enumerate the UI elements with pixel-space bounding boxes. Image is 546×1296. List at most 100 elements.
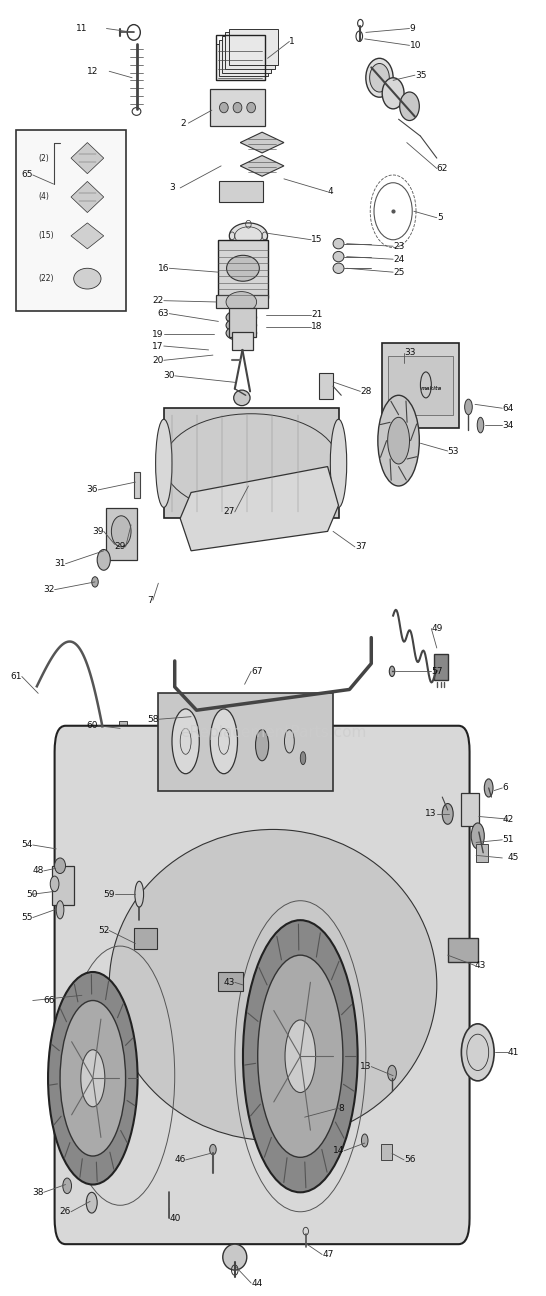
Text: 43: 43: [223, 978, 235, 986]
Ellipse shape: [233, 102, 242, 113]
Text: 13: 13: [360, 1063, 371, 1070]
Text: 40: 40: [169, 1214, 181, 1222]
Bar: [119, 721, 127, 731]
Bar: [219, 40, 268, 76]
Text: 13: 13: [425, 810, 437, 818]
Text: 14: 14: [333, 1147, 344, 1155]
Ellipse shape: [172, 709, 199, 774]
Ellipse shape: [378, 395, 419, 486]
Ellipse shape: [361, 1134, 368, 1147]
Bar: [216, 44, 265, 80]
Bar: [382, 343, 459, 428]
Text: 65: 65: [21, 171, 33, 179]
Ellipse shape: [48, 972, 138, 1185]
Ellipse shape: [234, 390, 250, 406]
Polygon shape: [71, 223, 104, 249]
Polygon shape: [240, 156, 284, 176]
Bar: [52, 866, 74, 905]
Text: 33: 33: [404, 349, 416, 356]
Ellipse shape: [55, 858, 66, 874]
Ellipse shape: [243, 920, 358, 1192]
Bar: [461, 793, 479, 826]
Ellipse shape: [56, 901, 64, 919]
Ellipse shape: [223, 1244, 247, 1270]
Ellipse shape: [389, 666, 395, 677]
Text: 55: 55: [21, 914, 33, 921]
Bar: [476, 844, 488, 862]
Ellipse shape: [60, 1001, 126, 1156]
Ellipse shape: [330, 420, 347, 508]
Polygon shape: [71, 181, 104, 213]
Text: 28: 28: [360, 388, 372, 395]
Bar: [448, 938, 478, 962]
Bar: [319, 373, 333, 399]
Text: 57: 57: [431, 667, 443, 675]
Text: 3: 3: [169, 184, 175, 192]
Bar: [229, 29, 278, 65]
Ellipse shape: [226, 325, 257, 341]
Ellipse shape: [400, 92, 419, 121]
Bar: [218, 240, 268, 298]
Text: 2: 2: [180, 119, 186, 127]
Text: 35: 35: [415, 71, 426, 79]
Text: 31: 31: [54, 560, 66, 568]
Text: 49: 49: [431, 625, 443, 632]
Ellipse shape: [210, 1144, 216, 1155]
Bar: [219, 181, 263, 202]
Ellipse shape: [333, 251, 344, 262]
Text: 27: 27: [223, 508, 235, 516]
Text: 21: 21: [311, 311, 323, 319]
Ellipse shape: [370, 64, 389, 92]
Text: 8: 8: [339, 1104, 345, 1112]
Ellipse shape: [300, 752, 306, 765]
Ellipse shape: [226, 318, 257, 333]
Text: 9: 9: [410, 25, 416, 32]
Ellipse shape: [366, 58, 393, 97]
Text: 48: 48: [32, 867, 44, 875]
Text: 6: 6: [502, 784, 508, 792]
Bar: [218, 972, 243, 991]
Text: 20: 20: [152, 356, 164, 364]
Ellipse shape: [111, 516, 131, 547]
Text: 18: 18: [311, 323, 323, 330]
Ellipse shape: [442, 804, 453, 824]
Text: 52: 52: [98, 927, 109, 934]
Text: 38: 38: [32, 1188, 44, 1196]
Ellipse shape: [465, 399, 472, 415]
Text: 51: 51: [502, 836, 514, 844]
Text: makita: makita: [420, 386, 442, 391]
Ellipse shape: [109, 829, 437, 1140]
Ellipse shape: [477, 417, 484, 433]
Text: 50: 50: [27, 890, 38, 898]
Text: 61: 61: [10, 673, 22, 680]
Text: 47: 47: [322, 1251, 334, 1258]
Ellipse shape: [471, 823, 484, 849]
Text: (2): (2): [38, 154, 49, 162]
Ellipse shape: [285, 1020, 316, 1093]
Text: 44: 44: [251, 1279, 263, 1287]
Text: 17: 17: [152, 342, 164, 350]
Text: 63: 63: [158, 310, 169, 318]
Text: 19: 19: [152, 330, 164, 338]
Text: 34: 34: [502, 421, 514, 429]
Text: 43: 43: [475, 962, 486, 969]
Text: 39: 39: [92, 527, 104, 535]
Text: 15: 15: [311, 236, 323, 244]
Bar: [216, 35, 265, 80]
Ellipse shape: [333, 263, 344, 273]
Ellipse shape: [135, 881, 144, 907]
Bar: [164, 408, 339, 518]
Text: 10: 10: [410, 41, 421, 49]
Text: 32: 32: [43, 586, 55, 594]
Ellipse shape: [388, 417, 410, 464]
Ellipse shape: [333, 238, 344, 249]
Text: 54: 54: [21, 841, 33, 849]
Text: 5: 5: [437, 214, 443, 222]
Text: 29: 29: [114, 543, 126, 551]
Text: 62: 62: [437, 165, 448, 172]
Bar: [106, 508, 136, 560]
Text: 46: 46: [174, 1156, 186, 1164]
Text: (4): (4): [38, 193, 49, 201]
Ellipse shape: [226, 310, 257, 325]
Text: 24: 24: [393, 255, 405, 263]
